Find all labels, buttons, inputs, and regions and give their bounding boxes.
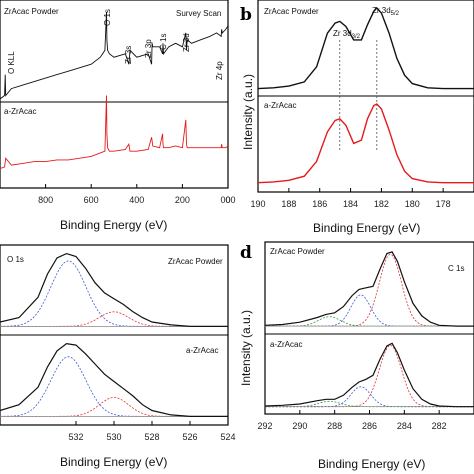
peak-label-zr-4p: Zr 4p (215, 61, 224, 80)
panel-c-fit-component (0, 397, 227, 417)
panel-b-x-tick-label: 186 (312, 199, 327, 209)
panel-a-sample-label-2: a-ZrAcac (4, 107, 36, 116)
panel-c-core-label: O 1s (7, 255, 24, 264)
peak-label-zr-3d: Zr 3d (182, 33, 191, 52)
panel-b-x-tick-label: 182 (374, 199, 389, 209)
panel-d-series-a-zracac (264, 342, 474, 408)
peak-label-o-1s: O 1s (103, 9, 112, 26)
panel-d: d 292 290 288 286 284 282 ZrAcac Powder a-ZrA… (239, 241, 474, 471)
peak-label-zr-3s: Zr 3s (124, 46, 133, 64)
panel-a-x-tick-label: 600 (84, 195, 99, 205)
panel-d-frame (264, 241, 474, 415)
panel-c: 532 530 528 526 524 O 1s ZrAcac Powder a-ZrA… (0, 244, 236, 469)
panel-a-x-tick-label: 400 (129, 195, 144, 205)
panel-c-fit-component (0, 356, 227, 417)
panel-c-fit-component (0, 260, 227, 327)
panel-b-x-tick-label: 178 (436, 199, 451, 209)
panel-c-sample-label-1: ZrAcac Powder (168, 257, 223, 266)
panel-b-x-tick-label: 190 (250, 199, 265, 209)
panel-a-x-tick-label: 000 (220, 195, 235, 205)
panel-d-core-label: C 1s (448, 264, 464, 273)
panel-c-x-tick-label: 532 (68, 432, 83, 442)
panel-a-survey-label: Survey Scan (176, 9, 221, 18)
panel-c-x-tick-label: 526 (182, 432, 197, 442)
panel-b-x-tick-label: 180 (405, 199, 420, 209)
panel-d-x-tick-label: 286 (362, 421, 377, 431)
panel-a-series-a-zracac (0, 95, 229, 170)
panel-b-sample-label-2: a-ZrAcac (264, 101, 296, 110)
panel-b-x-tick-label: 184 (343, 199, 358, 209)
panel-a-frame (0, 0, 229, 189)
panel-c-series-a-zracac (0, 342, 228, 417)
panel-d-fit-component (265, 344, 473, 408)
panel-a-x-tick-label: 800 (38, 195, 53, 205)
panel-b-x-axis-title: Binding Energy (eV) (313, 221, 420, 235)
peak-label-zr-3d52: Zr 3d5/2 (372, 6, 400, 17)
panel-c-x-tick-label: 528 (144, 432, 159, 442)
panel-d-fit-component (265, 253, 473, 327)
panel-a-sample-label-1: ZrAcac Powder (4, 7, 59, 16)
panel-a-x-axis-title: Binding Energy (eV) (60, 218, 167, 232)
panel-a-series-zracac-powder (0, 11, 229, 100)
panel-d-x-tick-label: 284 (397, 421, 412, 431)
panel-b-series-zracac-powder (257, 6, 474, 90)
panel-d-x-tick-label: 288 (327, 421, 342, 431)
panel-c-sample-label-2: a-ZrAcac (186, 346, 218, 355)
panel-b-letter: b (240, 5, 252, 25)
panel-d-y-axis-title: Intensity (a.u.) (239, 310, 253, 386)
panel-d-x-tick-label: 290 (292, 421, 307, 431)
panel-d-x-axis-title: Binding Energy (eV) (318, 457, 425, 471)
peak-label-zr-3d32: Zr 3d3/2 (333, 29, 361, 40)
panel-c-x-axis-title: Binding Energy (eV) (60, 455, 167, 469)
panel-d-x-tick-label: 282 (432, 421, 447, 431)
panel-b-x-tick-label: 188 (281, 199, 296, 209)
panel-b-sample-label-1: ZrAcac Powder (264, 7, 319, 16)
panel-d-series-zracac-powder (264, 251, 474, 327)
panel-a-x-tick-label: 0 (225, 195, 230, 205)
panel-c-x-tick-label: 530 (106, 432, 121, 442)
peak-label-c-1s: C 1s (159, 34, 168, 50)
panel-d-fit-component (265, 316, 473, 327)
peak-label-o-kll: O KLL (7, 51, 16, 74)
panel-b: b 190 188 186 184 182 180 178 ZrAcac Powder a-… (240, 0, 474, 235)
peak-label-zr-3p: Zr 3p (144, 39, 153, 58)
panel-d-letter: d (240, 243, 252, 263)
panel-d-sample-label-2: a-ZrAcac (270, 340, 302, 349)
panel-a-x-tick-label: 200 (175, 195, 190, 205)
panel-b-series-a-zracac (257, 103, 474, 184)
panel-c-series-zracac-powder (0, 252, 228, 327)
panel-d-fit-component (265, 294, 473, 327)
panel-b-y-axis-title: Intensity (a.u.) (241, 74, 255, 150)
panel-c-x-tick-label: 524 (220, 432, 235, 442)
panel-d-sample-label-1: ZrAcac Powder (270, 247, 325, 256)
panel-d-x-tick-label: 292 (257, 421, 272, 431)
